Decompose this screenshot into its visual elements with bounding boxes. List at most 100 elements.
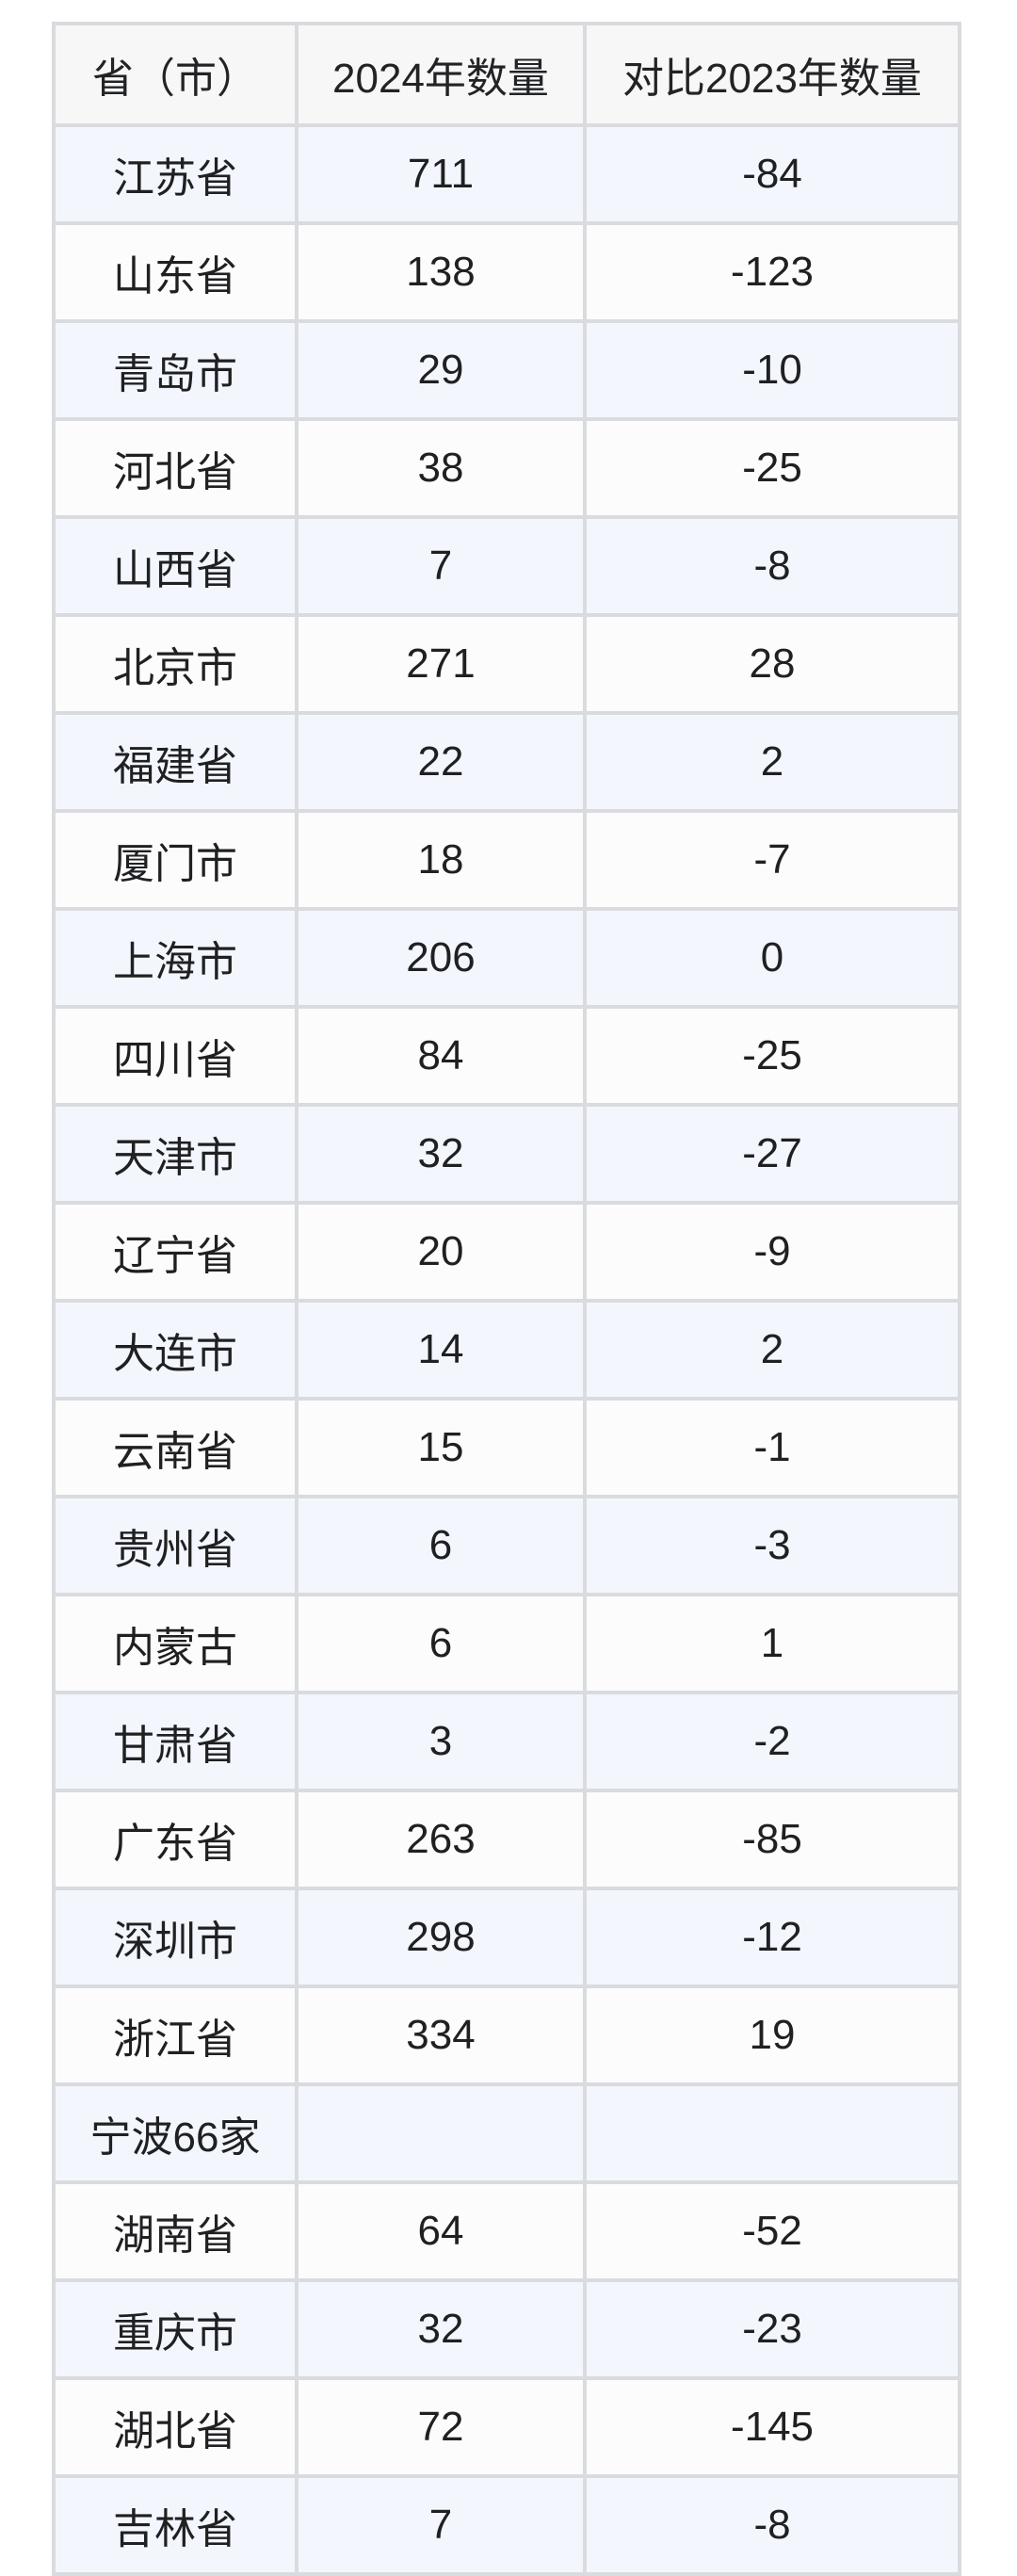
vs-2023-cell: 2 [583, 711, 961, 813]
province-cell: 河北省 [52, 417, 299, 519]
count-2024-cell: 271 [295, 613, 587, 715]
count-2024-cell: 64 [295, 2180, 587, 2282]
vs-2023-cell: -52 [583, 2180, 961, 2282]
table-row: 深圳市 298 -12 [52, 1887, 961, 1988]
vs-2023-cell: -10 [583, 319, 961, 421]
vs-2023-cell: -9 [583, 1201, 961, 1303]
count-2024-cell: 84 [295, 1005, 587, 1107]
count-2024-cell: 7 [295, 515, 587, 617]
province-cell: 上海市 [52, 907, 299, 1009]
table-row: 上海市 206 0 [52, 907, 961, 1009]
province-cell: 吉林省 [52, 2474, 299, 2576]
count-2024-cell: 38 [295, 417, 587, 519]
table-row: 广东省 263 -85 [52, 1789, 961, 1890]
table-row: 贵州省 6 -3 [52, 1495, 961, 1596]
count-2024-cell: 298 [295, 1887, 587, 1988]
province-cell: 厦门市 [52, 809, 299, 911]
vs-2023-cell: -7 [583, 809, 961, 911]
count-2024-cell: 20 [295, 1201, 587, 1303]
table-row: 四川省 84 -25 [52, 1005, 961, 1107]
vs-2023-cell: -25 [583, 1005, 961, 1107]
vs-2023-cell: -85 [583, 1789, 961, 1890]
table-header: 省（市） 2024年数量 对比2023年数量 [52, 22, 961, 127]
province-cell: 北京市 [52, 613, 299, 715]
vs-2023-cell: -123 [583, 221, 961, 323]
vs-2023-cell: 0 [583, 907, 961, 1009]
count-2024-cell: 32 [295, 1103, 587, 1205]
count-2024-cell: 18 [295, 809, 587, 911]
vs-2023-cell: -1 [583, 1397, 961, 1499]
vs-2023-cell: -25 [583, 417, 961, 519]
count-2024-cell: 206 [295, 907, 587, 1009]
vs-2023-cell: -2 [583, 1691, 961, 1792]
header-cell-vs-2023: 对比2023年数量 [583, 22, 961, 127]
province-cell: 甘肃省 [52, 1691, 299, 1792]
table-row: 内蒙古 6 1 [52, 1593, 961, 1694]
province-cell: 天津市 [52, 1103, 299, 1205]
province-cell: 福建省 [52, 711, 299, 813]
count-2024-cell: 6 [295, 1495, 587, 1596]
table-row: 福建省 22 2 [52, 711, 961, 813]
count-2024-cell: 29 [295, 319, 587, 421]
header-cell-count-2024: 2024年数量 [295, 22, 587, 127]
table-row: 宁波66家 [52, 2082, 961, 2184]
count-2024-cell [295, 2082, 587, 2184]
vs-2023-cell [583, 2082, 961, 2184]
province-cell: 辽宁省 [52, 1201, 299, 1303]
table-row: 湖北省 72 -145 [52, 2376, 961, 2478]
province-cell: 四川省 [52, 1005, 299, 1107]
province-cell: 云南省 [52, 1397, 299, 1499]
count-2024-cell: 6 [295, 1593, 587, 1694]
province-cell: 江苏省 [52, 123, 299, 225]
count-2024-cell: 263 [295, 1789, 587, 1890]
table-row: 河北省 38 -25 [52, 417, 961, 519]
table-row: 重庆市 32 -23 [52, 2278, 961, 2380]
province-cell: 浙江省 [52, 1985, 299, 2086]
vs-2023-cell: -145 [583, 2376, 961, 2478]
vs-2023-cell: 2 [583, 1299, 961, 1401]
table-row: 辽宁省 20 -9 [52, 1201, 961, 1303]
count-2024-cell: 334 [295, 1985, 587, 2086]
province-stats-table: 省（市） 2024年数量 对比2023年数量 江苏省 711 -84 山东省 138 -1… [52, 22, 961, 2576]
count-2024-cell: 15 [295, 1397, 587, 1499]
province-cell: 山西省 [52, 515, 299, 617]
table-row: 天津市 32 -27 [52, 1103, 961, 1205]
table-row: 山东省 138 -123 [52, 221, 961, 323]
table-body: 江苏省 711 -84 山东省 138 -123 青岛市 29 -10 河北省 38 -25 山西省 7-… [52, 123, 961, 2576]
vs-2023-cell: -84 [583, 123, 961, 225]
province-cell: 湖南省 [52, 2180, 299, 2282]
province-cell: 深圳市 [52, 1887, 299, 1988]
province-stats-table-container: 省（市） 2024年数量 对比2023年数量 江苏省 711 -84 山东省 138 -1… [52, 22, 961, 2576]
province-cell: 湖北省 [52, 2376, 299, 2478]
vs-2023-cell: -8 [583, 2474, 961, 2576]
province-cell: 宁波66家 [52, 2082, 299, 2184]
count-2024-cell: 22 [295, 711, 587, 813]
vs-2023-cell: 28 [583, 613, 961, 715]
vs-2023-cell: -12 [583, 1887, 961, 1988]
province-cell: 贵州省 [52, 1495, 299, 1596]
table-row: 湖南省 64 -52 [52, 2180, 961, 2282]
count-2024-cell: 711 [295, 123, 587, 225]
table-row: 吉林省 7 -8 [52, 2474, 961, 2576]
province-cell: 青岛市 [52, 319, 299, 421]
province-cell: 广东省 [52, 1789, 299, 1890]
count-2024-cell: 3 [295, 1691, 587, 1792]
vs-2023-cell: -3 [583, 1495, 961, 1596]
vs-2023-cell: 19 [583, 1985, 961, 2086]
header-row: 省（市） 2024年数量 对比2023年数量 [52, 22, 961, 127]
count-2024-cell: 72 [295, 2376, 587, 2478]
vs-2023-cell: -27 [583, 1103, 961, 1205]
province-cell: 内蒙古 [52, 1593, 299, 1694]
province-cell: 山东省 [52, 221, 299, 323]
vs-2023-cell: 1 [583, 1593, 961, 1694]
table-row: 浙江省 334 19 [52, 1985, 961, 2086]
header-cell-province: 省（市） [52, 22, 299, 127]
table-row: 青岛市 29 -10 [52, 319, 961, 421]
table-row: 厦门市 18 -7 [52, 809, 961, 911]
count-2024-cell: 14 [295, 1299, 587, 1401]
vs-2023-cell: -23 [583, 2278, 961, 2380]
table-row: 山西省 7 -8 [52, 515, 961, 617]
table-row: 云南省 15 -1 [52, 1397, 961, 1499]
count-2024-cell: 138 [295, 221, 587, 323]
vs-2023-cell: -8 [583, 515, 961, 617]
